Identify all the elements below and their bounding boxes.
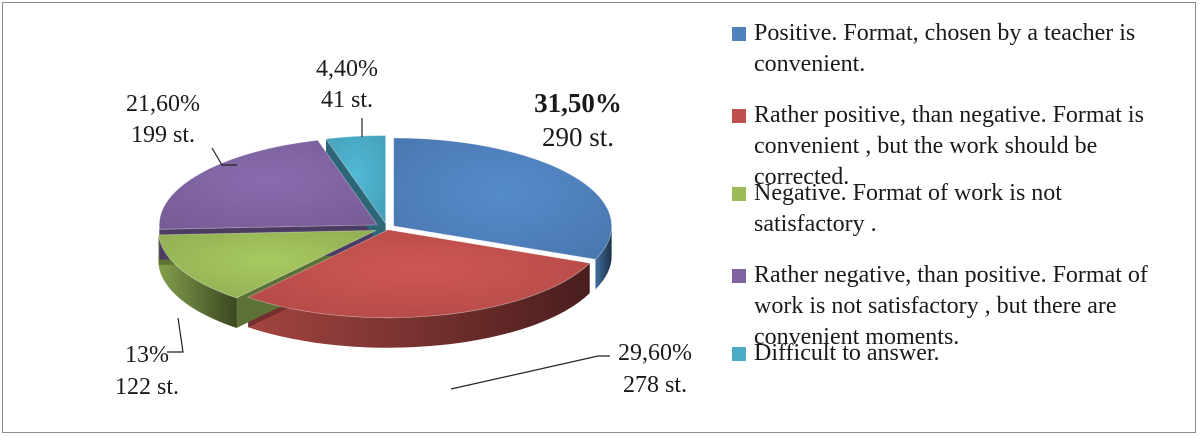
data-label-percent: 21,60%	[126, 91, 200, 117]
legend-swatch	[732, 109, 746, 123]
pie-slice-3	[158, 230, 377, 299]
data-label-count: 41 st.	[321, 87, 373, 113]
legend-label: Positive. Format, chosen by a teacher is…	[754, 20, 1136, 77]
legend-swatch	[732, 187, 746, 201]
data-label-percent: 29,60%	[618, 340, 692, 366]
pie-slice-5	[325, 135, 387, 225]
data-label-percent: 13%	[125, 342, 169, 368]
leader-line	[167, 317, 184, 353]
data-label-count: 122 st.	[115, 374, 179, 400]
legend-label: Difficult to answer.	[754, 340, 940, 366]
pie-slice-2	[247, 229, 591, 319]
pie-slice-side	[595, 225, 612, 290]
legend-swatch	[732, 347, 746, 361]
leader-line	[450, 355, 610, 390]
legend-label: Negative. Format of work is not satisfac…	[754, 180, 1062, 237]
data-label-count: 199 st.	[131, 122, 195, 148]
pie-slice-4	[158, 139, 379, 230]
legend-swatch	[732, 269, 746, 283]
data-label-percent: 4,40%	[316, 56, 378, 82]
data-label-percent: 31,50%	[534, 88, 622, 118]
legend-label: Rather negative, than positive. Format o…	[754, 262, 1148, 350]
data-label-count: 278 st.	[623, 372, 687, 398]
legend-label: Rather positive, than negative. Format i…	[754, 102, 1144, 190]
pie-slice-1	[393, 137, 613, 260]
data-label-count: 290 st.	[542, 122, 614, 152]
pie-slice-side	[248, 263, 590, 348]
pie-slice-side	[158, 234, 237, 328]
leader-line	[211, 147, 237, 166]
legend-swatch	[732, 27, 746, 41]
